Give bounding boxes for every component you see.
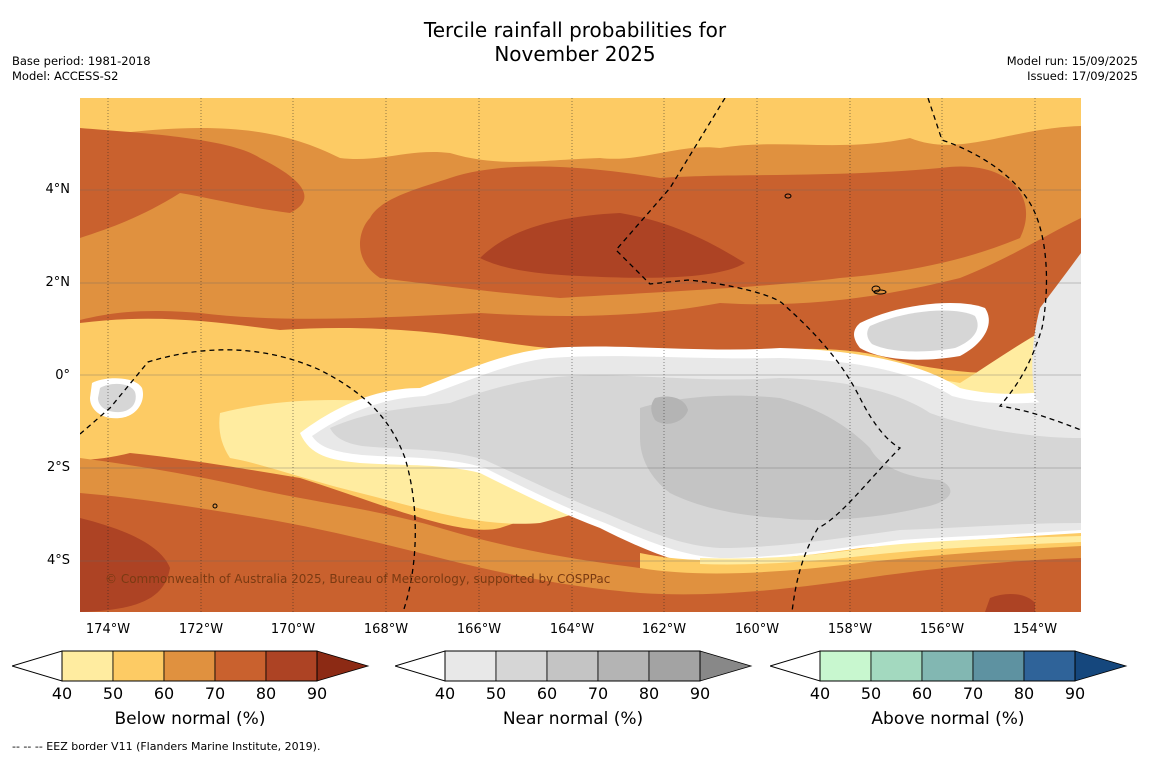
below-80-90-north-central [480,213,745,278]
eez-borders [80,98,1081,612]
meta-left: Base period: 1981-2018 Model: ACCESS-S2 [12,54,151,84]
below-bar-seg-80 [265,650,318,682]
below-bar-under [12,650,63,682]
below-tick-40: 40 [51,684,73,703]
map-title: Tercile rainfall probabilities for Novem… [0,18,1150,66]
island-1 [784,193,792,199]
lon-label-160w: 160°W [734,622,780,637]
above-bar-seg-70 [972,650,1025,682]
eez-border-west [80,349,416,612]
above-tick-90: 90 [1064,684,1086,703]
lon-label-156w: 156°W [919,622,965,637]
near-tick-40: 40 [434,684,456,703]
meta-right: Model run: 15/09/2025 Issued: 17/09/2025 [1007,54,1138,84]
near-normal-label: Near normal (%) [502,709,644,729]
model-run: Model run: 15/09/2025 [1006,54,1138,68]
below-normal-label: Below normal (%) [114,709,266,729]
near-bar-seg-80 [648,650,701,682]
below-50-60-top [80,98,1081,162]
eez-border-central [615,98,902,612]
below-80-90-south-east [985,593,1035,612]
below-70-80-north-west [80,128,305,238]
model-name: Model: ACCESS-S2 [12,69,119,83]
lon-label-170w: 170°W [270,622,316,637]
above-tick-40: 40 [809,684,831,703]
near-bar-seg-50 [495,650,548,682]
below-bar-seg-70 [214,650,267,682]
below-bar-over [316,650,370,682]
islands [212,193,887,509]
lat-gridlines [80,189,1081,562]
near-east-edge-region [1032,253,1081,411]
above-tick-70: 70 [962,684,984,703]
near-west-small [98,383,136,413]
above-bar-under [770,650,821,682]
base-period: Base period: 1981-2018 [12,54,151,68]
lon-label-168w: 168°W [363,622,409,637]
below-bar-seg-40 [61,650,114,682]
above-tick-60: 60 [911,684,933,703]
copyright-text: © Commonwealth of Australia 2025, Bureau… [105,572,610,586]
lat-label-4s: 4°S [46,553,70,568]
near-70-80-spot [651,396,688,424]
eez-legend: -- -- -- EEZ border V11 (Flanders Marine… [12,740,321,753]
island-4 [212,503,218,509]
above-tick-50: 50 [860,684,882,703]
near-north-east-blob [867,310,978,352]
below-tick-50: 50 [102,684,124,703]
colorbar-near-normal [395,650,753,682]
above-bar-seg-50 [870,650,923,682]
near-tick-90: 90 [689,684,711,703]
eez-border-east [927,98,1081,431]
above-bar-seg-80 [1023,650,1076,682]
issued-date: Issued: 17/09/2025 [1027,69,1138,83]
below-40-50-south [700,536,1081,565]
above-bar-seg-40 [819,650,872,682]
near-tick-70: 70 [587,684,609,703]
near-60-70-region [640,395,951,520]
near-bar-seg-70 [597,650,650,682]
below-60-70-south [80,458,1081,595]
below-bar-seg-60 [163,650,216,682]
lon-label-162w: 162°W [641,622,687,637]
near-bar-seg-40 [444,650,497,682]
lon-label-174w: 174°W [85,622,131,637]
lat-label-4n: 4°N [45,182,71,197]
near-bar-seg-60 [546,650,599,682]
below-tick-70: 70 [204,684,226,703]
above-bar-seg-60 [921,650,974,682]
below-tick-90: 90 [306,684,328,703]
near-tick-60: 60 [536,684,558,703]
lat-label-2s: 2°S [46,460,70,475]
lon-label-166w: 166°W [456,622,502,637]
lat-label-0: 0° [55,368,70,383]
title-line-1: Tercile rainfall probabilities for [423,18,727,42]
lon-label-164w: 164°W [549,622,595,637]
colorbar-above-normal [770,650,1128,682]
above-bar-over [1074,650,1128,682]
title-line-2: November 2025 [494,42,656,66]
near-tick-50: 50 [485,684,507,703]
lat-label-2n: 2°N [45,275,71,290]
rainfall-map: © Commonwealth of Australia 2025, Bureau… [80,98,1081,612]
lon-label-154w: 154°W [1012,622,1058,637]
above-normal-label: Above normal (%) [871,709,1025,729]
above-tick-80: 80 [1013,684,1035,703]
below-tick-60: 60 [153,684,175,703]
near-tick-80: 80 [638,684,660,703]
lon-label-172w: 172°W [178,622,224,637]
island-3 [873,289,887,295]
near-bar-over [699,650,753,682]
colorbar-below-normal [12,650,370,682]
below-tick-80: 80 [255,684,277,703]
near-bar-under [395,650,446,682]
below-bar-seg-50 [112,650,165,682]
below-80-90-south-west [80,518,170,612]
lon-label-158w: 158°W [827,622,873,637]
island-2 [871,285,881,293]
